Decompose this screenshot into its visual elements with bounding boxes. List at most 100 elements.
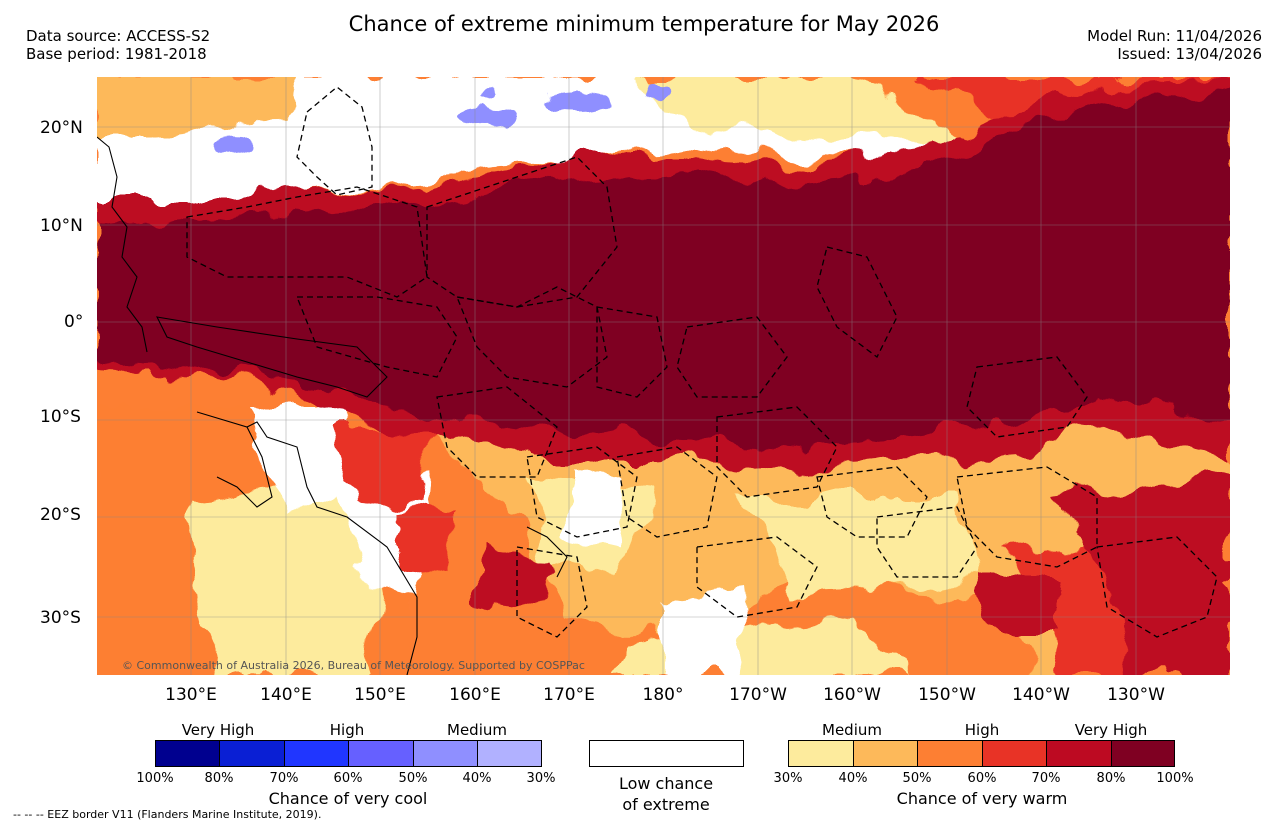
warm-swatch-6	[1111, 740, 1175, 767]
warm-tick-70: 70%	[1031, 771, 1061, 786]
x-tick-130e: 130°E	[165, 685, 217, 705]
cool-swatch-2	[219, 740, 284, 767]
eez-borders	[186, 86, 1218, 638]
philippines-coast	[97, 136, 148, 353]
issued-text: Issued: 13/04/2026	[1117, 45, 1262, 63]
base-period-text: Base period: 1981-2018	[26, 45, 207, 63]
shade-crimson-spot	[477, 547, 557, 607]
warm-tick-60: 60%	[967, 771, 997, 786]
eez-cook-s	[876, 506, 978, 578]
eez-line-islands	[816, 246, 898, 358]
copyright-text: © Commonwealth of Australia 2026, Bureau…	[122, 659, 585, 672]
eez-french-polynesia	[956, 466, 1098, 568]
x-tick-150w: 150°W	[918, 685, 976, 705]
source-info: Data source: ACCESS-S2 Base period: 1981…	[26, 27, 210, 63]
warm-label-very-high: Very High	[1074, 721, 1148, 739]
y-tick-0: 0°	[64, 312, 84, 332]
shade-blue-4	[647, 84, 667, 100]
y-tick-10s: 10°S	[40, 407, 81, 427]
model-run-text: Model Run: 11/04/2026	[1087, 27, 1262, 45]
shade-blue-5	[479, 90, 495, 100]
cool-tick-70: 70%	[269, 771, 299, 786]
eez-pitcairn	[1096, 536, 1218, 638]
shade-crimson-spot2	[977, 577, 1057, 637]
warm-label-high: High	[964, 721, 1000, 739]
warm-swatch-1	[788, 740, 853, 767]
eez-solomon	[436, 386, 558, 478]
x-tick-140w: 140°W	[1012, 685, 1070, 705]
eez-marquesas	[966, 356, 1088, 438]
eez-nc-south	[516, 546, 588, 638]
eez-tuvalu	[596, 306, 668, 398]
x-tick-160w: 160°W	[823, 685, 881, 705]
shade-nw-orange	[97, 77, 297, 137]
shade-coralsea-red	[337, 427, 427, 507]
cool-swatch-4	[348, 740, 413, 767]
cool-tick-30: 30%	[526, 771, 556, 786]
eez-nauru-kiribati	[455, 286, 608, 388]
eez-vanuatu	[526, 446, 638, 538]
warm-tick-50: 50%	[902, 771, 932, 786]
eez-marshall	[426, 156, 618, 308]
shade-blue-2	[457, 107, 517, 127]
shade-blue-1	[212, 137, 252, 153]
y-tick-10n: 10°N	[40, 216, 83, 236]
eez-phoenix	[676, 316, 788, 398]
warm-swatch-5	[1046, 740, 1111, 767]
cool-tick-100: 100%	[136, 771, 174, 786]
cool-swatch-5	[413, 740, 477, 767]
neutral-line2: of extreme	[622, 795, 710, 814]
australia-east-coast	[196, 411, 418, 675]
x-tick-170e: 170°E	[543, 685, 595, 705]
coastlines	[97, 136, 568, 675]
shade-white-patch2	[657, 587, 747, 675]
warm-swatch-2	[853, 740, 917, 767]
eez-png	[296, 296, 458, 378]
x-tick-180: 180°	[642, 685, 684, 705]
map-shading	[97, 77, 1230, 675]
x-tick-160e: 160°E	[449, 685, 501, 705]
y-tick-30s: 30°S	[40, 608, 81, 628]
eez-footnote: -- -- -- EEZ border V11 (Flanders Marine…	[13, 808, 322, 821]
eez-palau-fsm	[186, 186, 428, 298]
x-tick-150e: 150°E	[354, 685, 406, 705]
warm-tick-100: 100%	[1156, 771, 1194, 786]
warm-tick-30: 30%	[773, 771, 803, 786]
warm-swatch-3	[917, 740, 982, 767]
cool-swatch-1	[155, 740, 219, 767]
y-tick-20n: 20°N	[40, 118, 83, 138]
data-source-text: Data source: ACCESS-S2	[26, 27, 211, 45]
cool-tick-80: 80%	[204, 771, 234, 786]
shade-aus-yellow	[187, 477, 387, 675]
x-tick-130w: 130°W	[1107, 685, 1165, 705]
shade-white-patch	[567, 467, 627, 547]
y-tick-20s: 20°S	[40, 505, 81, 525]
run-info: Model Run: 11/04/2026 Issued: 13/04/2026	[1087, 27, 1262, 63]
neutral-swatch	[589, 740, 744, 767]
probability-map[interactable]: © Commonwealth of Australia 2026, Bureau…	[97, 77, 1230, 675]
warm-label-medium: Medium	[822, 721, 882, 739]
shade-aus-white	[247, 407, 357, 517]
cool-swatch-3	[284, 740, 348, 767]
cool-tick-50: 50%	[398, 771, 428, 786]
warm-tick-40: 40%	[838, 771, 868, 786]
eez-samoa-tokelau	[716, 406, 838, 498]
eez-cook-n	[816, 466, 928, 538]
cool-title: Chance of very cool	[268, 789, 428, 808]
eez-fiji	[616, 446, 718, 538]
new-caledonia-coast	[526, 526, 568, 578]
chart-title: Chance of extreme minimum temperature fo…	[348, 12, 940, 36]
warm-swatch-4	[982, 740, 1046, 767]
cool-tick-40: 40%	[462, 771, 492, 786]
cool-swatch-6	[477, 740, 542, 767]
x-tick-170w: 170°W	[729, 685, 787, 705]
graticule	[97, 77, 1230, 675]
cool-label-medium: Medium	[447, 721, 507, 739]
shade-south-yellow	[737, 497, 977, 597]
neutral-line1: Low chance	[618, 774, 714, 793]
warm-title: Chance of very warm	[896, 789, 1068, 808]
shade-blue-3	[542, 93, 612, 111]
eez-tonga	[696, 536, 818, 618]
eez-guam	[296, 86, 373, 196]
shade-coralsea-red2	[397, 507, 457, 577]
